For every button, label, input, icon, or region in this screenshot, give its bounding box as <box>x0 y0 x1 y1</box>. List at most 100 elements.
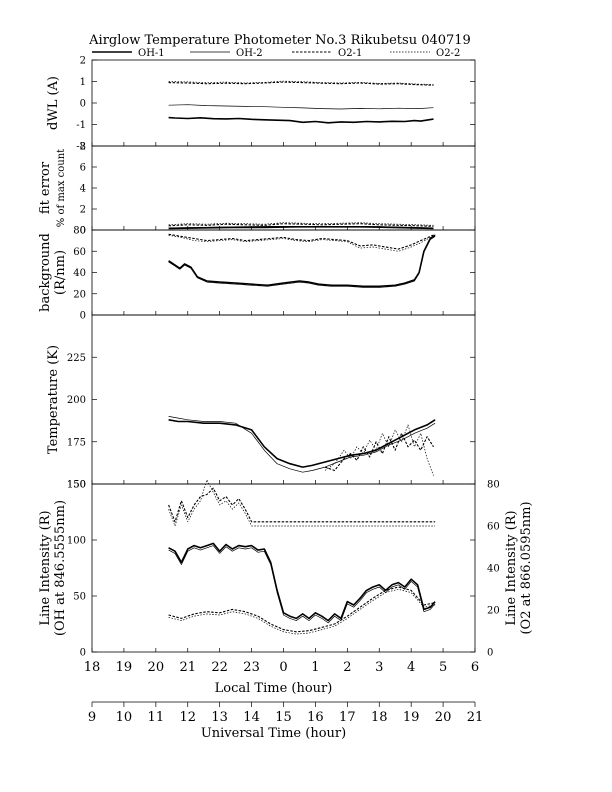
legend-item-oh-2: OH-2 <box>190 48 263 59</box>
universal-time-tick-label: 14 <box>243 710 260 725</box>
local-time-tick-label: 1 <box>311 660 319 675</box>
y-axis-label-2: % of max count <box>56 149 67 227</box>
universal-time-tick-label: 20 <box>435 710 452 725</box>
series-o2-1-int <box>168 487 436 523</box>
y-tick-label: 6 <box>80 163 86 174</box>
panel-frame <box>91 314 476 485</box>
legend-item-oh-1: OH-1 <box>92 48 165 59</box>
y-tick-label: -1 <box>76 120 86 131</box>
y-axis-label-2: (R/nm) <box>53 250 68 295</box>
series-o2-1-dwl <box>168 81 434 86</box>
series-o2-1-temp <box>324 432 434 472</box>
y-tick-label: 0 <box>80 311 86 322</box>
series-o2-2-low-int <box>168 588 436 635</box>
universal-time-tick-label: 18 <box>371 710 388 725</box>
universal-time-tick-label: 12 <box>179 710 196 725</box>
y-tick-label: 150 <box>67 480 86 491</box>
y-axis-label: fit error <box>38 161 53 214</box>
y-axis-label: background <box>38 233 53 312</box>
local-time-tick-label: 22 <box>211 660 228 675</box>
y-tick-label: 40 <box>73 268 86 279</box>
local-time-tick-label: 0 <box>279 660 287 675</box>
series-oh-1-int <box>168 542 436 622</box>
panels: -2 -1 0 1 2 dWL (A) 0 2 4 6 8 fit error% of max cou… <box>38 56 534 659</box>
local-time-tick-label: 21 <box>179 660 196 675</box>
local-time-tick-label: 20 <box>148 660 165 675</box>
series-oh-1-temp <box>168 419 436 468</box>
y-tick-label: 20 <box>73 289 86 300</box>
y-tick-label: 150 <box>67 480 86 491</box>
series-o2-2-int <box>168 479 436 527</box>
panel-bg: 0 20 40 60 80 background (R/nm) <box>38 226 476 322</box>
panel-dwl: -2 -1 0 1 2 dWL (A) <box>46 56 476 153</box>
universal-time-tick-label: 11 <box>148 710 165 725</box>
panel-frame <box>91 59 476 147</box>
universal-time-axis-label: Universal Time (hour) <box>201 726 346 741</box>
y-tick-label: 225 <box>67 353 86 364</box>
y-tick-label: 0 <box>80 226 86 237</box>
universal-time-tick-label: 9 <box>88 710 96 725</box>
right-y-axis-label-2: (O2 at 866.0595nm) <box>519 501 534 634</box>
legend-label: O2-1 <box>338 48 362 59</box>
y-tick-label: 0 <box>80 648 86 659</box>
right-y-tick-label: 20 <box>487 606 500 617</box>
series-oh-2-bg <box>168 236 436 288</box>
series-oh-2-temp <box>168 416 436 473</box>
universal-time-tick-label: 21 <box>467 710 484 725</box>
series-o2-1-low-int <box>168 586 436 633</box>
right-y-axis-label: Line Intensity (R) <box>504 510 519 625</box>
local-time-tick-label: 5 <box>439 660 447 675</box>
panel-frame <box>91 145 476 231</box>
y-tick-label: 1 <box>80 77 86 88</box>
local-time-tick-label: 6 <box>471 660 479 675</box>
legend: OH-1 OH-2 O2-1 O2-2 <box>92 48 460 59</box>
local-time-tick-label: 23 <box>243 660 260 675</box>
right-y-tick-label: 60 <box>487 522 500 533</box>
legend-label: OH-1 <box>138 48 165 59</box>
y-tick-label: 2 <box>80 205 86 216</box>
legend-label: OH-2 <box>236 48 263 59</box>
series-o2-1-bg <box>168 233 436 250</box>
y-axis-label: Temperature (K) <box>46 345 61 454</box>
y-tick-label: 2 <box>80 56 86 67</box>
y-tick-label: 8 <box>80 142 86 153</box>
local-time-axis-label: Local Time (hour) <box>215 681 333 696</box>
chart-title: Airglow Temperature Photometer No.3 Riku… <box>88 33 471 48</box>
y-tick-label: 80 <box>73 226 86 237</box>
y-tick-label: 60 <box>73 247 86 258</box>
y-axis-label: Line Intensity (R) <box>38 510 53 625</box>
universal-time-tick-label: 17 <box>339 710 356 725</box>
universal-time-tick-label: 19 <box>403 710 420 725</box>
y-tick-label: 200 <box>67 395 86 406</box>
local-time-tick-label: 3 <box>375 660 383 675</box>
panel-fit: 0 2 4 6 8 fit error% of max count <box>38 142 476 237</box>
y-axis-label-2: (OH at 846.5555nm) <box>53 500 68 636</box>
series-oh-2-dwl <box>168 104 434 110</box>
y-tick-label: 175 <box>67 437 86 448</box>
legend-item-o2-1: O2-1 <box>292 48 362 59</box>
chart-header: Airglow Temperature Photometer No.3 Riku… <box>88 33 471 59</box>
series-o2-2-bg <box>168 234 436 252</box>
legend-item-o2-2: O2-2 <box>390 48 460 59</box>
series-oh-1-bg <box>168 234 436 288</box>
series-o2-1-fit <box>168 223 434 227</box>
y-tick-label: 4 <box>80 184 86 195</box>
panel-frame <box>91 483 476 653</box>
panel-frame <box>91 229 476 316</box>
universal-time-tick-label: 16 <box>307 710 324 725</box>
series-oh-2-fit <box>168 225 434 229</box>
series-o2-2-temp <box>324 424 434 476</box>
series-oh-2-int <box>168 545 436 624</box>
series-oh-1-fit <box>168 226 434 230</box>
right-y-tick-label: 0 <box>487 648 493 659</box>
right-y-tick-label: 80 <box>487 480 500 491</box>
y-tick-label: 50 <box>73 592 86 603</box>
universal-time-tick-label: 13 <box>211 710 228 725</box>
y-tick-label: 0 <box>80 99 86 110</box>
y-axis-label: dWL (A) <box>46 76 61 130</box>
panel-temp: 150 175 200 225 Temperature (K) <box>46 314 476 491</box>
local-time-tick-label: 2 <box>343 660 351 675</box>
local-time-tick-label: 4 <box>407 660 415 675</box>
